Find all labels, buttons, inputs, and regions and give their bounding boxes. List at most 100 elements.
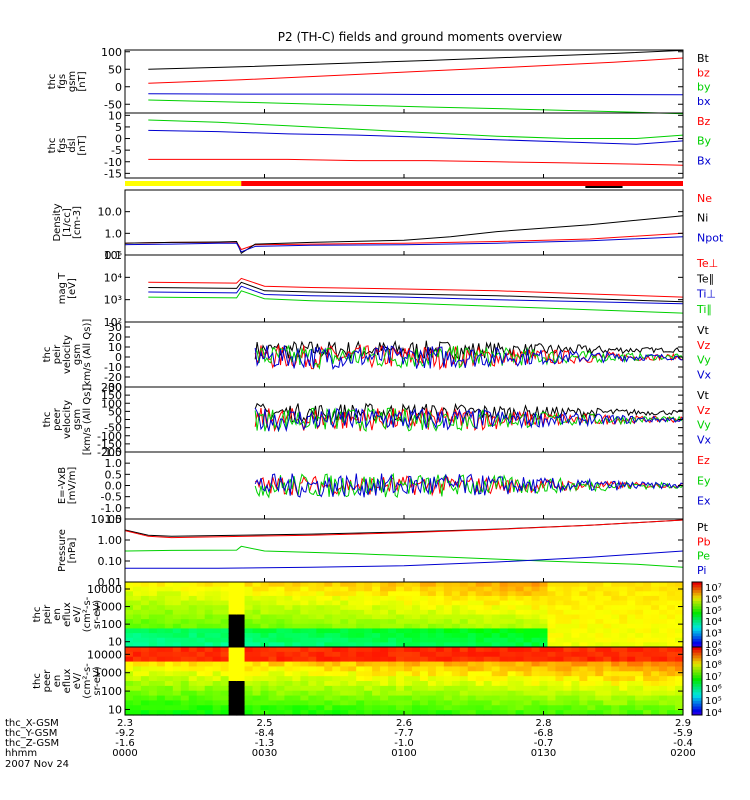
spectrogram-cell	[547, 628, 557, 634]
spectrogram-cell	[284, 710, 293, 716]
spectrogram-cell	[531, 633, 541, 639]
spectrogram-cell	[499, 619, 509, 625]
spectrogram-cell	[316, 705, 325, 711]
spectrogram-cell	[411, 666, 421, 672]
spectrogram-cell	[411, 705, 421, 711]
spectrogram-cell	[643, 628, 652, 634]
spectrogram-cell	[595, 656, 604, 663]
spectrogram-cell	[396, 710, 405, 716]
colorbar-segment	[692, 617, 702, 621]
spectrogram-cell	[156, 600, 166, 606]
spectrogram-cell	[332, 661, 341, 668]
spectrogram-cell	[180, 637, 190, 643]
spectrogram-cell	[563, 651, 572, 658]
spectrogram-cell	[236, 605, 246, 611]
spectrogram-cell	[396, 690, 405, 697]
spectrogram-cell	[380, 676, 389, 682]
spectrogram-cell	[156, 614, 166, 620]
spectrogram-cell	[148, 614, 158, 620]
spectrogram-cell	[571, 666, 580, 672]
spectrogram-cell	[435, 676, 445, 682]
spectrogram-cell	[132, 628, 142, 634]
spectrogram-cell	[659, 619, 668, 625]
spectrogram-cell	[523, 676, 533, 682]
spectrogram-cell	[156, 695, 166, 702]
spectrogram-cell	[563, 609, 572, 616]
spectrogram-cell	[204, 661, 214, 668]
spectrogram-cell	[220, 623, 230, 630]
spectrogram-cell	[587, 619, 596, 625]
spectrogram-cell	[587, 710, 596, 716]
spectrogram-cell	[523, 671, 533, 677]
spectrogram-cell	[276, 642, 286, 648]
legend-entry: Bt	[697, 52, 710, 65]
spectrogram-cell	[419, 685, 429, 692]
spectrogram-cell	[587, 628, 596, 634]
spectrogram-cell	[364, 661, 373, 668]
spectrogram-cell	[491, 591, 501, 597]
spectrogram-cell	[539, 614, 549, 620]
spectrogram-cell	[475, 605, 485, 611]
panel-peer_spec: 10⁹10⁸10⁷10⁶10⁵10⁴10100100010000thcpeere…	[32, 646, 722, 719]
spectrogram-cell	[611, 666, 620, 672]
spectrogram-cell	[451, 582, 461, 588]
spectrogram-cell	[523, 637, 533, 643]
spectrogram-cell	[125, 656, 134, 663]
spectrogram-cell	[419, 695, 429, 702]
spectrogram-cell	[196, 685, 206, 692]
spectrogram-cell	[507, 695, 517, 702]
spectrogram-cell	[212, 595, 222, 602]
spectrogram-cell	[180, 614, 190, 620]
spectrogram-cell	[443, 628, 453, 634]
spectrogram-cell	[523, 656, 533, 663]
spectrogram-cell	[667, 666, 676, 672]
spectrogram-cell	[380, 605, 389, 611]
spectrogram-cell	[643, 609, 652, 616]
spectrogram-cell	[555, 705, 565, 711]
spectrogram-cell	[316, 661, 325, 668]
colorbar-segment	[692, 649, 702, 654]
spectrogram-cell	[292, 651, 301, 658]
spectrogram-cell	[667, 600, 676, 606]
spectrogram-cell	[611, 705, 620, 711]
spectrogram-cell	[332, 647, 341, 653]
spectrogram-cell	[467, 651, 477, 658]
spectrogram-cell	[396, 666, 405, 672]
time-row-value: 0130	[531, 748, 556, 759]
spectrogram-cell	[396, 651, 405, 658]
y-tick-label: 10.00	[91, 513, 123, 526]
spectrogram-cell	[459, 705, 469, 711]
spectrogram-cell	[236, 710, 246, 716]
spectrogram-cell	[531, 661, 541, 668]
spectrogram-cell	[308, 623, 317, 630]
spectrogram-cell	[411, 651, 421, 658]
spectrogram-cell	[435, 700, 445, 706]
spectrogram-cell	[467, 628, 477, 634]
spectrogram-cell	[443, 619, 453, 625]
spectrogram-cell	[308, 586, 317, 592]
spectrogram-cell	[571, 681, 580, 687]
spectrogram-cell	[396, 700, 405, 706]
spectrogram-cell	[667, 642, 676, 648]
spectrogram-cell	[236, 647, 246, 653]
spectrogram-cell	[268, 681, 278, 687]
spectrogram-cell	[443, 582, 453, 588]
spectrogram-cell	[675, 690, 684, 697]
spectrogram-cell	[364, 586, 373, 592]
spectrogram-cell	[388, 609, 397, 616]
spectrogram-cell	[675, 705, 684, 711]
spectrogram-cell	[675, 637, 684, 643]
spectrogram-cell	[627, 614, 636, 620]
spectrogram-cell	[244, 681, 254, 687]
spectrogram-cell	[515, 681, 525, 687]
spectrogram-cell	[356, 690, 365, 697]
spectrogram-cell	[411, 647, 421, 653]
spectrogram-cell	[212, 628, 222, 634]
y-tick-label: 1000	[94, 667, 122, 680]
spectrogram-cell	[228, 609, 238, 616]
spectrogram-cell	[651, 600, 660, 606]
spectrogram-cell	[523, 690, 533, 697]
spectrogram-cell	[451, 628, 461, 634]
spectrogram-cell	[140, 637, 150, 643]
